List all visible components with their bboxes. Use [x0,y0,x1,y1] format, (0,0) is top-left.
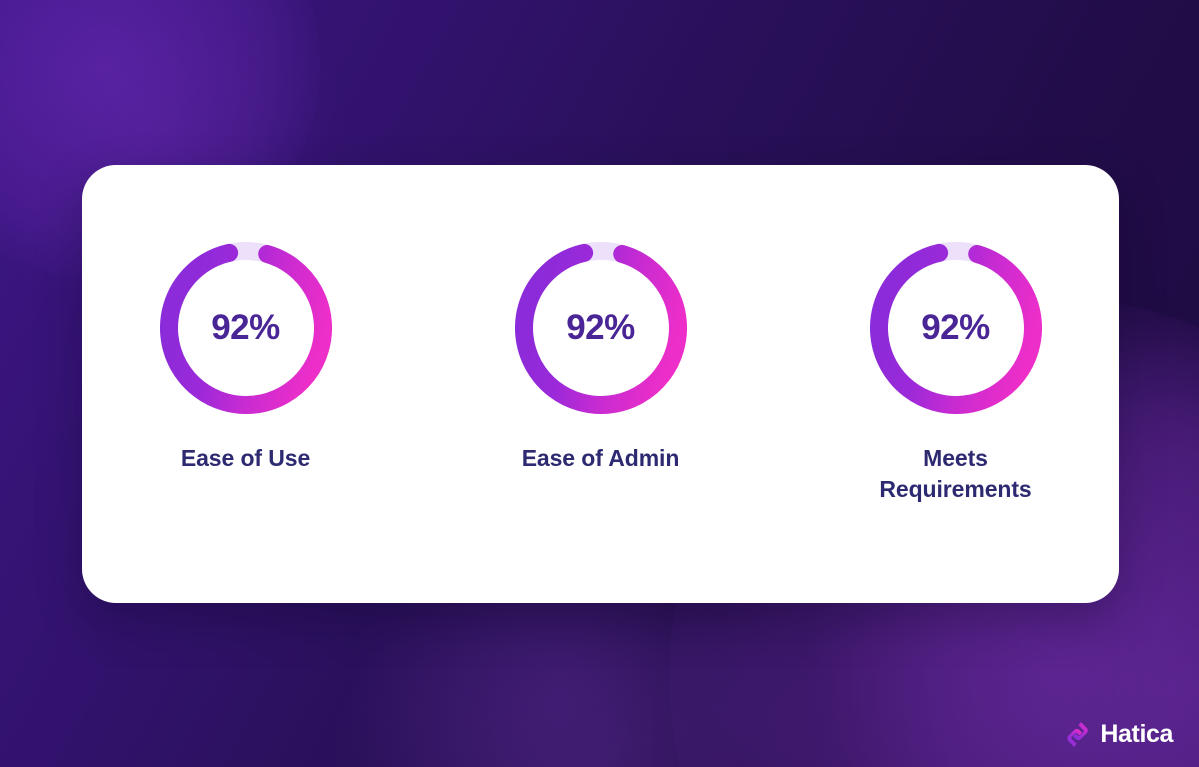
metric-ease-of-admin: 92% Ease of Admin [483,242,718,474]
metric-label-meets-requirements: Meets Requirements [879,443,1031,505]
donut-arc [514,242,687,414]
metric-label-line-1: Meets [923,445,988,471]
metrics-card: 92% Ease of Use [82,165,1119,603]
donut-value-label: 92% [921,308,990,347]
hatica-logo-icon [1067,722,1089,747]
donut-chart-ease-of-admin: 92% [514,242,687,414]
metric-label-line-2: Requirements [879,476,1032,503]
donut-chart-ease-of-use: 92% [159,242,332,414]
brand-logo: Hatica [1064,720,1173,749]
brand-name: Hatica [1100,720,1173,748]
metrics-row: 92% Ease of Use [82,165,1119,603]
donut-chart-meets-requirements: 92% [869,242,1042,414]
donut-arc [159,242,332,414]
metric-label-line-1: Ease of Admin [521,445,680,471]
donut-value-label: 92% [566,308,635,347]
metric-ease-of-use: 92% Ease of Use [128,242,363,474]
metric-label-ease-of-use: Ease of Use [181,443,310,474]
metric-label-line-1: Ease of Use [180,445,311,471]
donut-arc [869,242,1042,414]
donut-value-label: 92% [211,308,280,347]
metric-label-ease-of-admin: Ease of Admin [522,443,680,474]
metric-meets-requirements: 92% Meets Requirements [838,242,1073,505]
